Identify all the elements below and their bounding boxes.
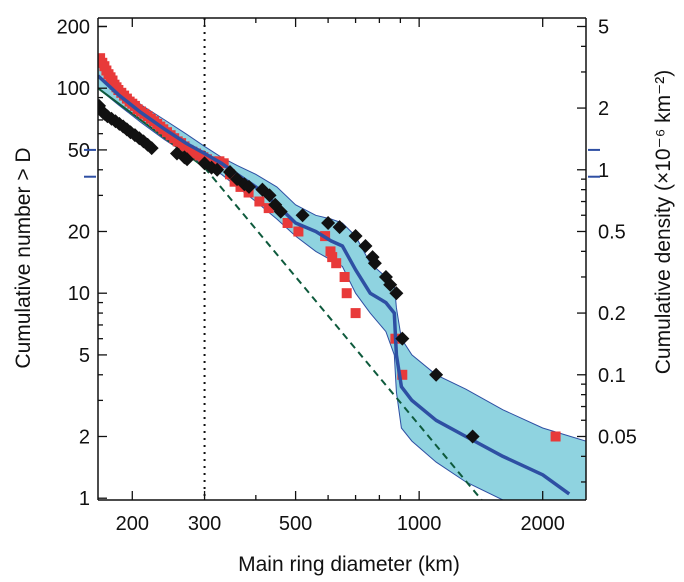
right-axis-title: Cumulative density (×10⁻⁶ km⁻²) [652, 70, 675, 375]
black-diamond-point [429, 367, 444, 382]
black-diamond-point [222, 165, 237, 180]
x-tick-label: 1000 [397, 513, 442, 535]
y-tick-label: 50 [68, 140, 90, 162]
black-diamond-point [144, 141, 159, 156]
right-axis-tick-label: 1 [598, 160, 609, 182]
black-diamond-point [180, 152, 195, 167]
right-axis-tick-label: 0.5 [598, 221, 626, 243]
x-tick-label: 2000 [520, 513, 565, 535]
red-square-point [550, 431, 561, 442]
black-diamond-point [242, 179, 257, 194]
red-square-point [327, 252, 338, 263]
plot-area [98, 18, 586, 500]
right-axis-tick-label: 0.2 [598, 303, 626, 325]
red-square-point [263, 203, 274, 214]
y-tick-label: 2 [79, 426, 90, 448]
red-square-point [350, 308, 361, 319]
black-diamond-point [273, 204, 288, 219]
red-square-point [325, 246, 336, 257]
y-tick-label: 200 [57, 16, 90, 38]
black-diamond-point [332, 220, 347, 235]
red-square-point [397, 369, 408, 380]
black-diamond-point [465, 429, 480, 444]
black-diamond-point [295, 208, 310, 223]
red-square-point [293, 226, 304, 237]
red-square-point [331, 258, 342, 269]
red-square-point [341, 288, 352, 299]
black-diamond-point [358, 238, 373, 253]
y-tick-label: 100 [57, 78, 90, 100]
right-axis-tick-label: 2 [598, 98, 609, 120]
black-diamond-point [321, 216, 336, 231]
y-tick-label: 10 [68, 283, 90, 305]
black-diamond-point [348, 229, 363, 244]
axes: 200 300 500 1000 2000 1 2 5 10 20 50 100 200 5 2 1 0.5 0.… [57, 16, 637, 535]
y-tick-label: 5 [79, 345, 90, 367]
black-diamond-point [262, 188, 277, 203]
right-axis-tick-label: 5 [598, 16, 609, 38]
red-square-point [282, 218, 293, 228]
red-square-point [339, 272, 350, 282]
black-diamond-point [383, 277, 398, 292]
x-axis-title: Main ring diameter (km) [238, 553, 460, 576]
y-tick-label: 20 [68, 221, 90, 243]
black-diamond-point [367, 256, 382, 271]
right-axis-tick-label: 0.05 [598, 426, 637, 448]
x-tick-label: 200 [116, 513, 149, 535]
y-axis-title: Cumulative number > D [12, 147, 35, 368]
reference-line-dashed [203, 166, 483, 500]
black-diamond-point [389, 286, 404, 301]
red-square-point [254, 196, 265, 207]
x-tick-label: 300 [188, 513, 221, 535]
x-tick-label: 500 [279, 513, 312, 535]
black-diamond-point [210, 162, 225, 177]
black-diamond-point [395, 331, 410, 346]
right-axis-tick-label: 0.1 [598, 365, 626, 387]
y-tick-label: 1 [79, 488, 90, 510]
median-line [98, 74, 571, 496]
